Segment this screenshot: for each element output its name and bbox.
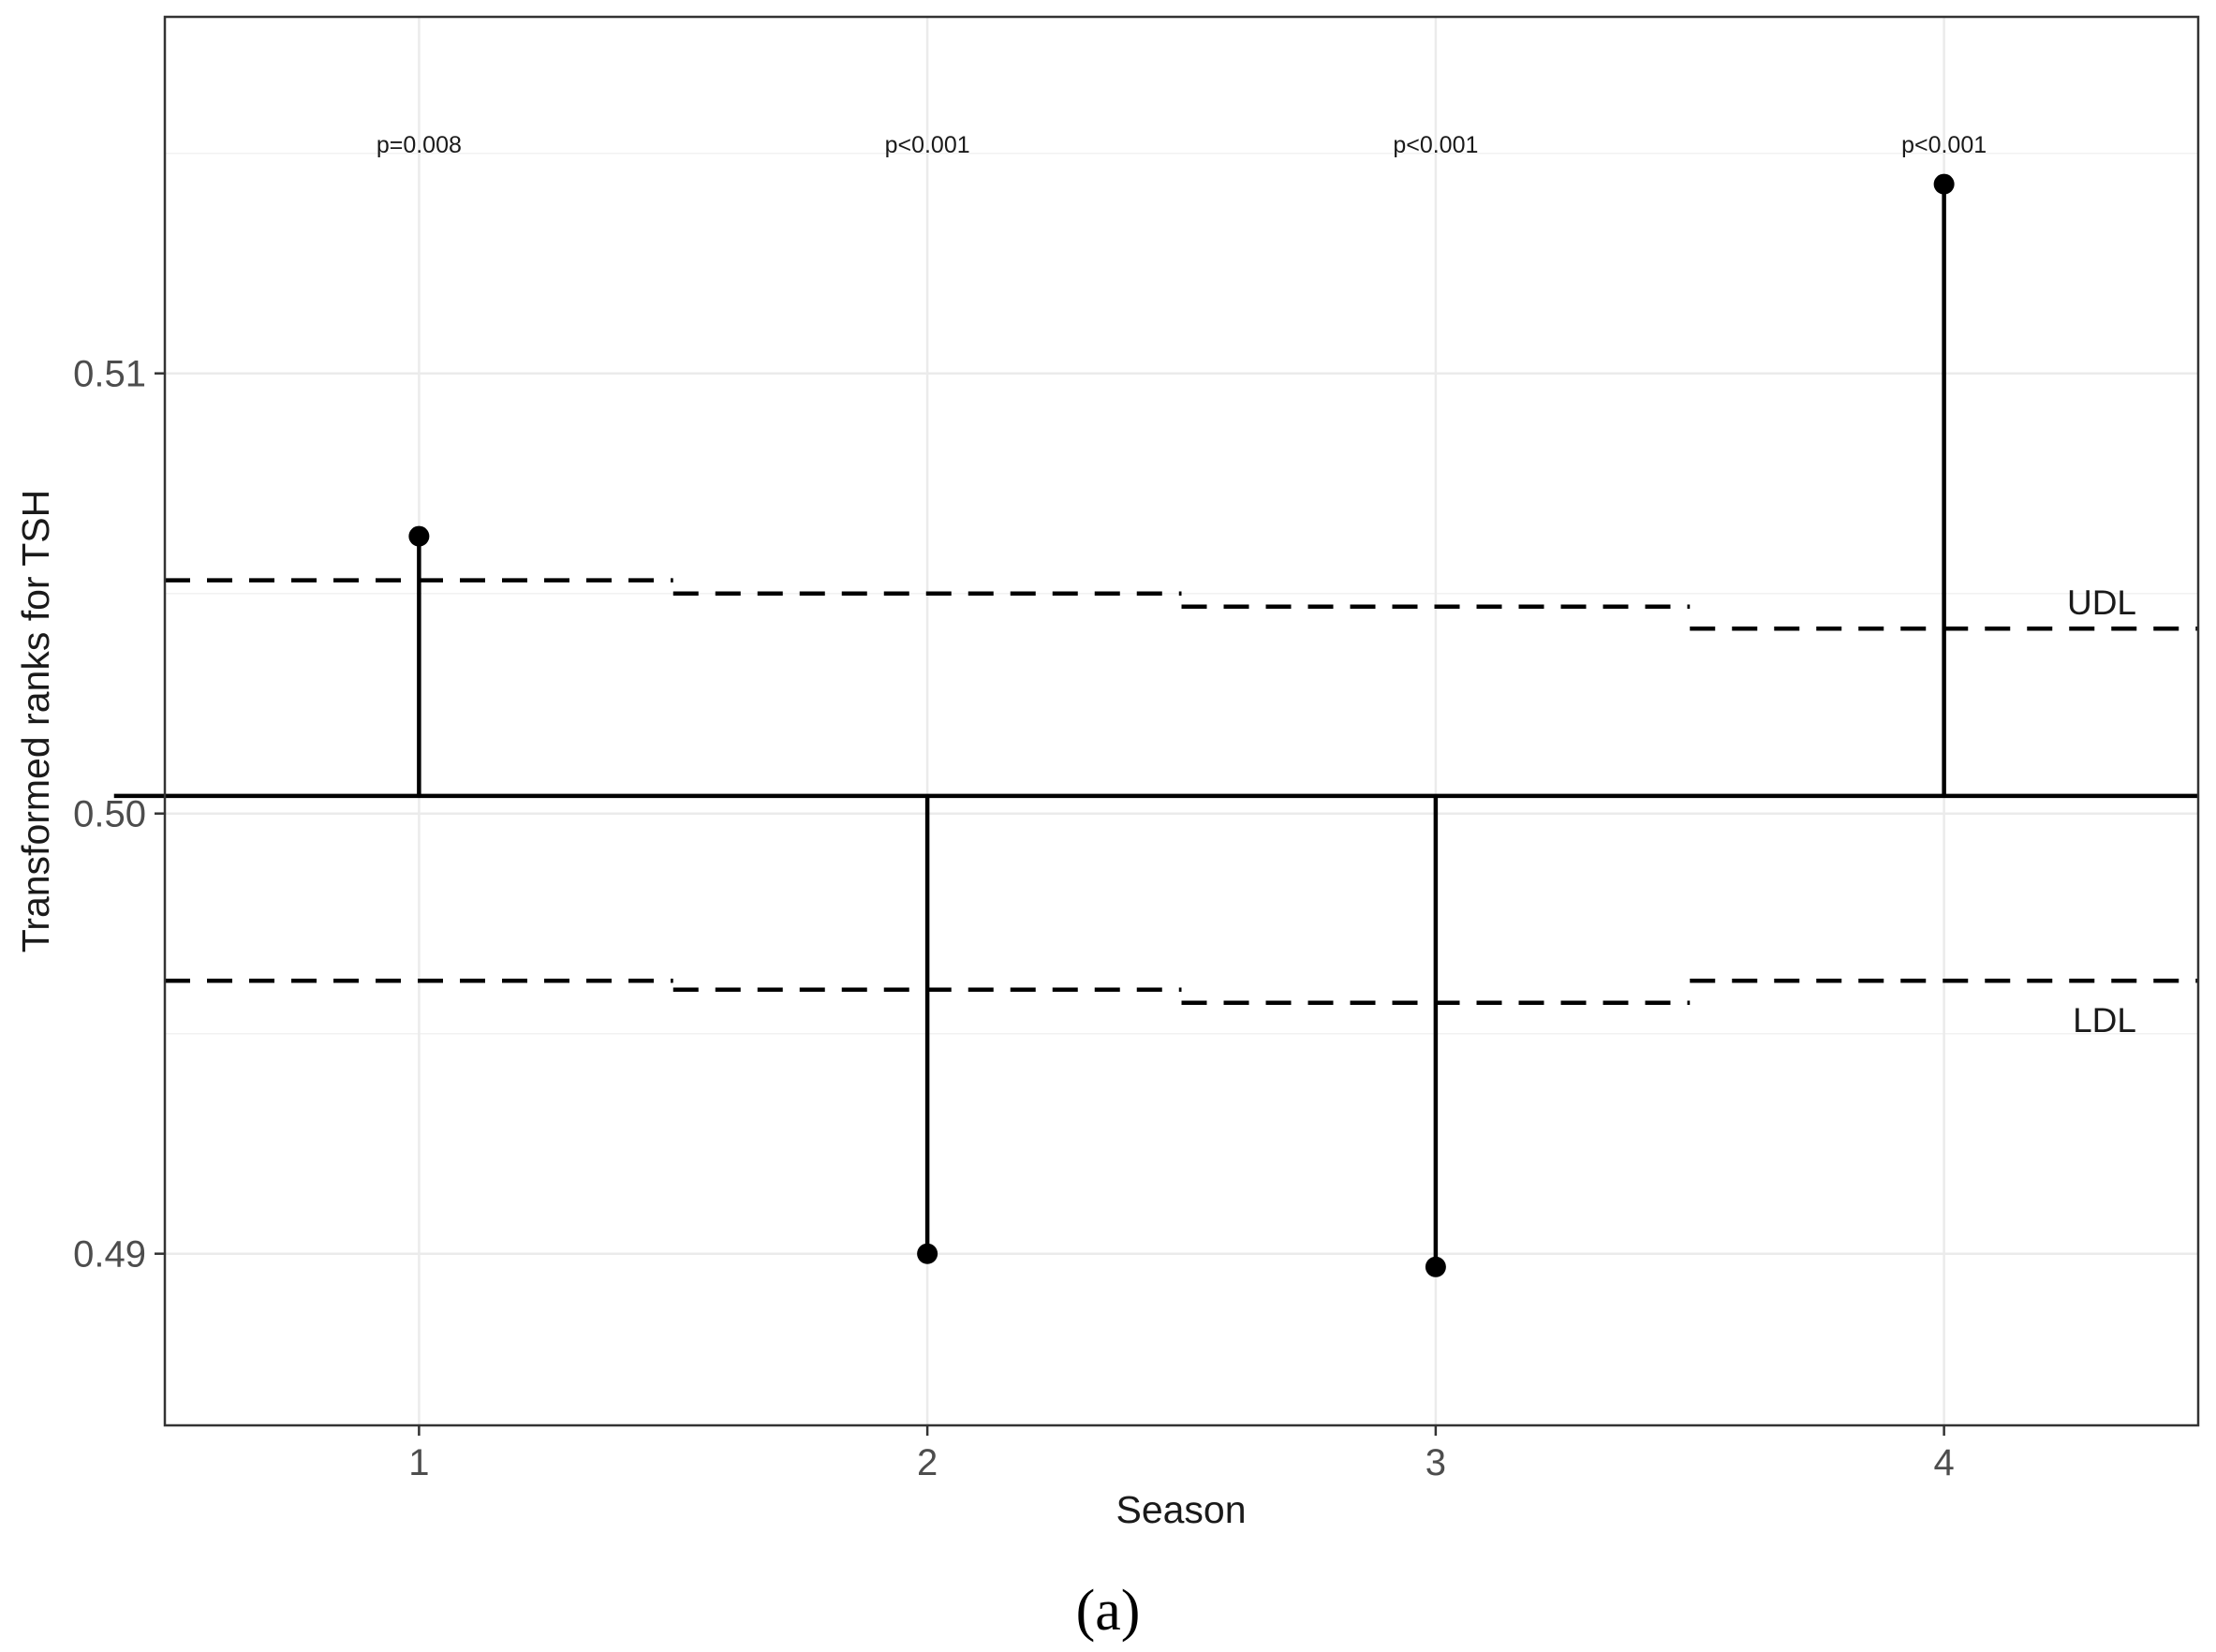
x-tick-label: 3 — [1426, 1442, 1446, 1483]
season-point — [408, 525, 430, 547]
ldl-label: LDL — [2073, 1001, 2136, 1040]
x-tick-label: 2 — [917, 1442, 938, 1483]
y-axis-ticks: 0.49 0.50 0.51 — [73, 354, 165, 1276]
p-value-labels: p=0.008 p<0.001 p<0.001 p<0.001 — [377, 132, 1987, 158]
panel-caption: (a) — [1076, 1579, 1141, 1643]
plot-panel-border — [163, 15, 2200, 1427]
y-axis-title: Transformed ranks for TSH — [14, 490, 57, 952]
p-value-label: p<0.001 — [885, 132, 970, 158]
udl-label: UDL — [2067, 583, 2136, 622]
x-axis-ticks: 1 2 3 4 — [408, 1425, 1955, 1483]
season-point — [1425, 1256, 1446, 1277]
effect-series — [113, 173, 2198, 1277]
p-value-label: p<0.001 — [1901, 132, 1987, 158]
y-tick-label: 0.50 — [73, 794, 146, 835]
x-tick-label: 4 — [1934, 1442, 1955, 1483]
p-value-label: p<0.001 — [1393, 132, 1478, 158]
x-tick-label: 1 — [408, 1442, 429, 1483]
plot-panel-background — [165, 17, 2198, 1425]
y-tick-label: 0.51 — [73, 354, 146, 395]
season-point — [917, 1243, 938, 1264]
p-value-label: p=0.008 — [377, 132, 462, 158]
x-axis-title: Season — [1115, 1488, 1246, 1531]
season-point — [1933, 173, 1955, 195]
y-tick-label: 0.49 — [73, 1234, 146, 1276]
